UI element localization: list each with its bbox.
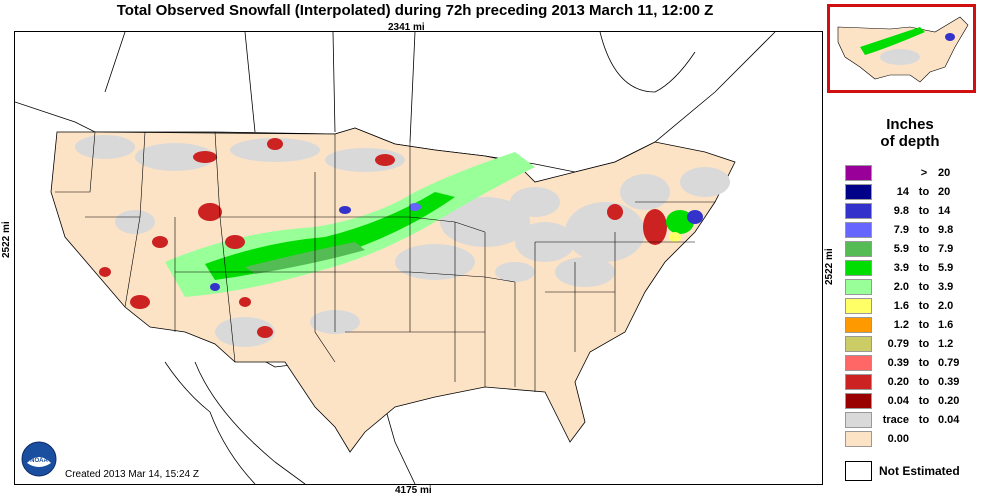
map-title: Total Observed Snowfall (Interpolated) d…	[116, 2, 714, 19]
legend-low-value: 1.2	[893, 319, 909, 331]
legend-title-line1: Inches	[886, 116, 934, 133]
right-dimension-label: 2522 mi	[824, 248, 835, 285]
legend-separator: to	[918, 186, 930, 198]
legend-row: 0.00	[845, 431, 981, 448]
legend-swatch	[845, 279, 872, 295]
legend-high-value: 9.8	[938, 224, 954, 236]
legend-low-value: 3.9	[893, 262, 909, 274]
legend-swatch	[845, 203, 872, 219]
legend-low-value: 1.6	[893, 300, 909, 312]
legend-row: 0.20 to 0.39	[845, 374, 981, 391]
legend-swatch	[845, 393, 872, 409]
legend-separator: to	[918, 205, 930, 217]
legend-row: 9.8 to 14	[845, 203, 981, 220]
legend-separator: to	[918, 395, 930, 407]
legend-low-value: 9.8	[893, 205, 909, 217]
legend-separator: >	[920, 167, 928, 179]
light-snow-patches	[99, 138, 667, 338]
legend-separator: to	[918, 357, 930, 369]
legend-low-value: 14	[896, 186, 909, 198]
legend-row: 2.0 to 3.9	[845, 279, 981, 296]
legend-separator: to	[918, 243, 930, 255]
legend-row: 5.9 to 7.9	[845, 241, 981, 258]
top-dimension-label: 2341 mi	[388, 22, 425, 33]
legend-high-value: 1.2	[938, 338, 954, 350]
map-canvas	[14, 31, 776, 485]
legend-swatch	[845, 355, 872, 371]
legend-high-value: 1.6	[938, 319, 954, 331]
legend-row: 3.9 to 5.9	[845, 260, 981, 277]
legend-low-value: 7.9	[893, 224, 909, 236]
legend-row: 0.79 to 1.2	[845, 336, 981, 353]
legend-high-value: 20	[938, 186, 951, 198]
legend-row: 1.6 to 2.0	[845, 298, 981, 315]
legend-separator: to	[918, 281, 930, 293]
legend-row: 0.39 to 0.79	[845, 355, 981, 372]
inset-locator-map[interactable]	[827, 4, 976, 93]
noaa-logo: NOAA	[21, 441, 57, 477]
legend-low-value: 0.04	[887, 395, 909, 407]
legend-swatch	[845, 374, 872, 390]
legend-swatch	[845, 317, 872, 333]
legend-high-value: 0.20	[938, 395, 960, 407]
legend-separator: to	[918, 376, 930, 388]
legend-separator: to	[918, 414, 930, 426]
legend-swatch	[845, 260, 872, 276]
legend-swatch	[845, 431, 872, 447]
not-estimated-swatch	[845, 461, 872, 481]
state-boundaries	[55, 131, 715, 392]
noaa-logo-text: NOAA	[30, 458, 48, 464]
legend-title-line2: of depth	[880, 133, 940, 150]
legend-low-value: 0.39	[887, 357, 909, 369]
legend-high-value: 0.04	[938, 414, 960, 426]
legend-low-value: 2.0	[893, 281, 909, 293]
bottom-dimension-label: 4175 mi	[395, 485, 432, 496]
legend-swatch	[845, 165, 872, 181]
left-dimension-label: 2522 mi	[1, 221, 12, 258]
legend-high-value: 0.79	[938, 357, 960, 369]
legend-low-value: 0.00	[887, 433, 909, 445]
legend-swatch	[845, 184, 872, 200]
legend-row: 1.2 to 1.6	[845, 317, 981, 334]
legend-swatch	[845, 412, 872, 428]
legend-high-value: 5.9	[938, 262, 954, 274]
legend-high-value: 2.0	[938, 300, 954, 312]
inset-map-canvas	[837, 16, 969, 83]
legend-high-value: 20	[938, 167, 951, 179]
legend-low-value: 0.79	[887, 338, 909, 350]
legend-row: trace to 0.04	[845, 412, 981, 429]
legend-high-value: 3.9	[938, 281, 954, 293]
not-estimated-label: Not Estimated	[879, 464, 960, 478]
legend-low-value: 5.9	[893, 243, 909, 255]
legend-high-value: 14	[938, 205, 951, 217]
legend-swatch	[845, 336, 872, 352]
legend-row: 7.9 to 9.8	[845, 222, 981, 239]
legend-row: 14 to 20	[845, 184, 981, 201]
legend-swatch	[845, 222, 872, 238]
snowfall-map[interactable]: Created 2013 Mar 14, 15:24 Z	[14, 31, 823, 485]
legend-swatch	[845, 298, 872, 314]
legend-swatch	[845, 241, 872, 257]
legend-separator: to	[918, 224, 930, 236]
legend-high-value: 0.39	[938, 376, 960, 388]
northeast-snow	[666, 210, 703, 242]
legend-high-value: 7.9	[938, 243, 954, 255]
created-timestamp: Created 2013 Mar 14, 15:24 Z	[65, 469, 199, 480]
legend-low-value: trace	[882, 414, 909, 426]
legend-row: 0.04 to 0.20	[845, 393, 981, 410]
legend-separator: to	[918, 319, 930, 331]
legend-separator: to	[918, 262, 930, 274]
legend-title: Inches of depth	[840, 116, 980, 150]
legend-separator: to	[918, 300, 930, 312]
legend-row: >20	[845, 165, 981, 182]
legend-low-value: 0.20	[887, 376, 909, 388]
legend-separator: to	[918, 338, 930, 350]
